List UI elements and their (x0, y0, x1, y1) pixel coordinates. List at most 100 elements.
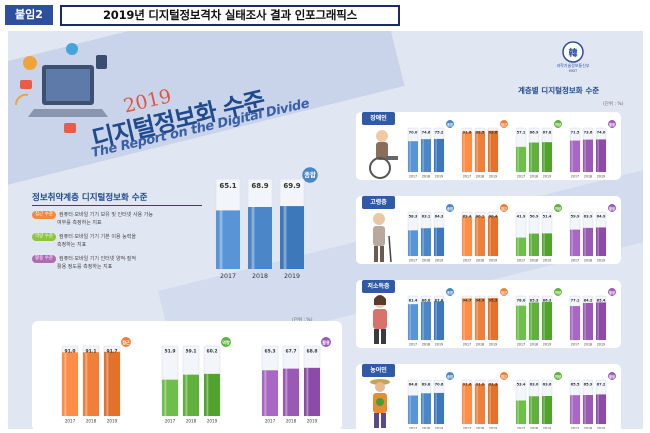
series-label: 접근 (501, 206, 507, 211)
group-label: 고령층 (362, 196, 395, 209)
data-label: 67.8 (543, 131, 552, 135)
bar (475, 216, 485, 256)
data-label: 70.0 (409, 131, 418, 135)
bar-highlight (530, 233, 532, 256)
bar (583, 227, 593, 256)
bar-highlight (219, 210, 223, 269)
series-badge (446, 120, 454, 128)
tick-label: 2017 (571, 259, 579, 263)
data-label: 87.8 (435, 299, 444, 303)
bar-highlight (530, 142, 532, 172)
data-label: 78.0 (517, 299, 526, 303)
data-label: 58.3 (409, 215, 418, 219)
data-label: 69.8 (422, 383, 431, 387)
definition-text: 컴퓨터·모바일 기기 기본 이용 능력을 (59, 234, 136, 240)
definition-text: 활용 정도를 측정하는 지표 (57, 264, 113, 270)
group-card-low-income: 저소득층 종합 81.4 2017 86.8 2018 87.8 2019 접근 94.7 2017… (356, 280, 621, 348)
tick-label: 2019 (489, 343, 497, 347)
tick-label: 2019 (107, 419, 118, 424)
group-card-elderly: 고령층 종합 58.3 2017 63.1 2018 64.3 2019 접근 89.4 2017 9… (356, 196, 621, 264)
series-badge (302, 167, 318, 183)
bar-group: 활용 59.9 2017 63.9 2018 64.9 2019 (569, 204, 616, 263)
bar (283, 368, 299, 416)
tick-label: 2019 (597, 427, 605, 429)
series-label: 접근 (501, 122, 507, 127)
definition-text: 여부를 측정하는 지표 (57, 220, 102, 226)
logo-emblem-text: 韓 (568, 47, 577, 59)
vulnerable-section-title: 정보취약계층 디지털정보화 수준 (32, 191, 202, 206)
bar (488, 383, 498, 424)
tick-label: 2017 (517, 343, 525, 347)
wheelchair-person-icon (369, 130, 398, 179)
bar (421, 301, 431, 340)
data-label: 65.3 (264, 349, 275, 355)
page-title: 2019년 디지털정보격차 실태조사 결과 인포그래픽스 (60, 5, 400, 26)
data-label: 64.8 (409, 383, 418, 387)
bar-highlight (530, 302, 532, 340)
data-label: 51.4 (543, 215, 552, 219)
infographic-panel: 2019 디지털정보화 수준 The Report on the Digital… (8, 31, 643, 429)
tick-label: 2019 (207, 419, 218, 424)
bar-highlight (489, 383, 491, 424)
data-label: 91.0 (476, 383, 485, 387)
data-label: 92.5 (476, 131, 485, 135)
bar (408, 141, 418, 172)
bar (529, 302, 539, 340)
bar (462, 216, 472, 256)
definition-access: 접근 수준 컴퓨터·모바일 기기 보유 및 인터넷 사용 가능 여부를 측정하는 지… (32, 211, 153, 227)
data-label: 59.9 (571, 215, 580, 219)
bar (596, 394, 606, 424)
data-label: 63.6 (543, 383, 552, 387)
series-badge (608, 120, 616, 128)
bar (462, 383, 472, 424)
series-badge (446, 204, 454, 212)
bar (583, 302, 593, 340)
data-label: 77.1 (571, 299, 580, 303)
vulnerable-levels-card: 접근 91.0 2017 91.1 2018 91.7 2019 역량 51.9 2017 59.1… (32, 321, 342, 429)
bar (542, 142, 552, 172)
data-label: 86.3 (543, 299, 552, 303)
data-label: 94.7 (463, 299, 472, 303)
series-badge (500, 120, 508, 128)
tick-label: 2018 (476, 343, 484, 347)
data-label: 91.6 (463, 383, 472, 387)
series-badge (500, 288, 508, 296)
bar (62, 352, 78, 416)
bar-highlight (422, 393, 424, 424)
data-label: 91.0 (64, 349, 75, 355)
data-label: 90.4 (489, 215, 498, 219)
bar (516, 237, 526, 256)
bar-highlight (543, 142, 545, 172)
data-label: 63.1 (422, 215, 431, 219)
series-label: 접근 (122, 339, 130, 345)
bar-group: 활용 71.5 2017 73.6 2018 74.0 2019 (569, 120, 616, 179)
tick-label: 2019 (489, 259, 497, 263)
bar-highlight (435, 301, 437, 340)
bar-group: 역량 57.1 2017 66.9 2018 67.8 2019 (515, 120, 562, 179)
tick-label: 2017 (409, 427, 417, 429)
laptop-illustration-icon (14, 43, 108, 133)
bar (488, 298, 498, 340)
tick-label: 2017 (463, 343, 471, 347)
bar-highlight (463, 383, 465, 424)
data-label: 65.9 (584, 383, 593, 387)
series-badge (554, 288, 562, 296)
tick-label: 2018 (86, 419, 97, 424)
bar-group: 접근 89.4 2017 90.1 2018 90.4 2019 (461, 204, 508, 263)
bar-group: 활용 65.5 2017 65.9 2018 67.2 2019 (569, 372, 616, 429)
bar (488, 216, 498, 256)
data-label: 68.9 (251, 182, 268, 190)
bar-highlight (463, 298, 465, 340)
series-badge (608, 288, 616, 296)
bar (529, 142, 539, 172)
series-label: 역량 (222, 339, 230, 345)
bar (408, 395, 418, 424)
bar-highlight (409, 304, 411, 340)
tick-label: 2018 (584, 343, 592, 347)
bar (542, 302, 552, 340)
tick-label: 2017 (463, 427, 471, 429)
bar (248, 206, 272, 269)
data-label: 91.7 (106, 349, 117, 355)
bar-group: 역량 51.9 2017 59.1 2018 60.2 2019 (161, 337, 231, 424)
bar-group: 종합 64.8 2017 69.8 2018 70.6 2019 (407, 372, 454, 429)
